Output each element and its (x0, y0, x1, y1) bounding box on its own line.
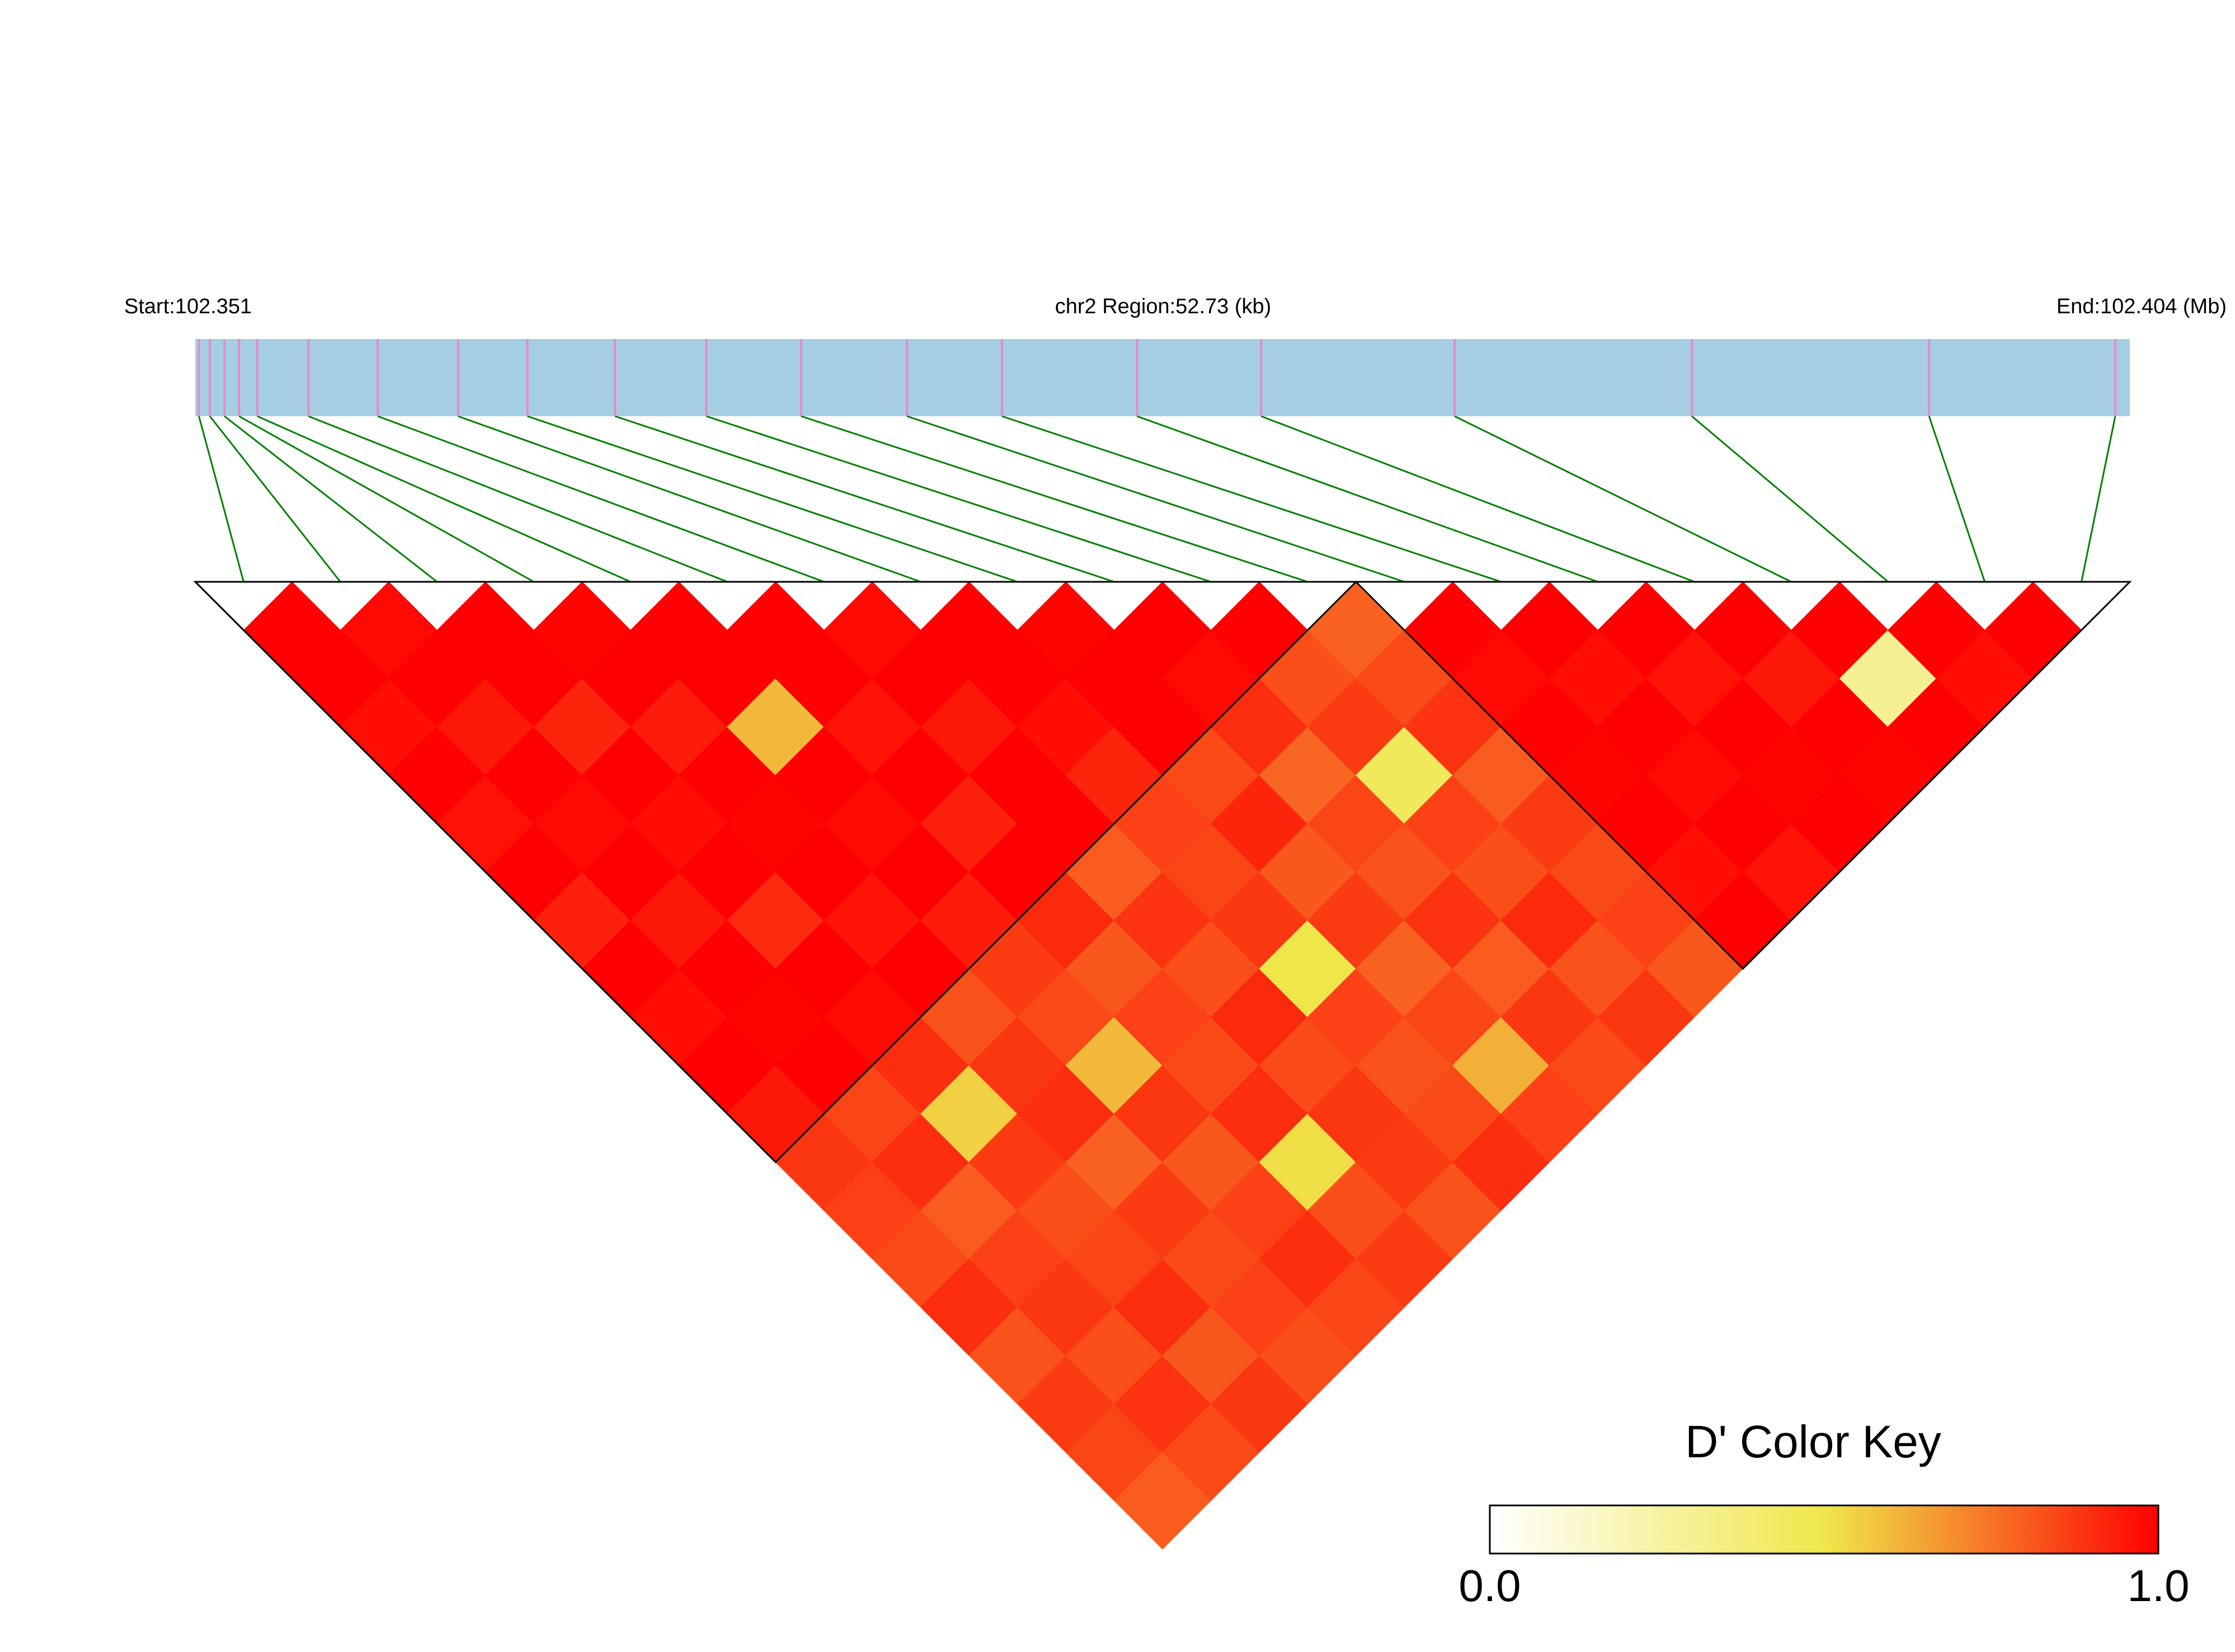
snp-connector (906, 415, 1405, 583)
snp-connector (308, 415, 728, 583)
snp-connector (2081, 416, 2116, 582)
key-tick-label: 1.0 (2127, 1561, 2189, 1611)
key-tick-label: 0.0 (1458, 1561, 1521, 1611)
snp-connector (1136, 415, 1598, 583)
end-label: End:102.404 (Mb) (2057, 295, 2227, 318)
snp-connector (527, 415, 1018, 583)
snp-connector (614, 415, 1115, 583)
snp-connector (257, 415, 631, 583)
snp-connector (801, 415, 1308, 583)
snp-connector (1454, 415, 1792, 583)
snp-connector (209, 416, 341, 582)
gene-bar (195, 339, 2130, 416)
color-key (1489, 1504, 2159, 1555)
snp-connector (1001, 415, 1502, 583)
start-label: Start:102.351 (124, 295, 252, 318)
snp-connector (198, 416, 244, 582)
color-key-title: D' Color Key (1685, 1416, 1941, 1467)
snp-connector (238, 415, 534, 583)
snp-connector (705, 415, 1211, 583)
chart-title: chr2 Region:52.73 (kb) (1055, 295, 1272, 318)
snp-connector (1928, 416, 1986, 582)
ld-block (1354, 581, 2132, 970)
ld-block (193, 581, 1358, 1164)
snp-connector (377, 415, 825, 583)
snp-connector (458, 415, 921, 583)
snp-connector (1260, 415, 1695, 583)
snp-connector (224, 415, 438, 583)
snp-connector (1691, 415, 1889, 583)
